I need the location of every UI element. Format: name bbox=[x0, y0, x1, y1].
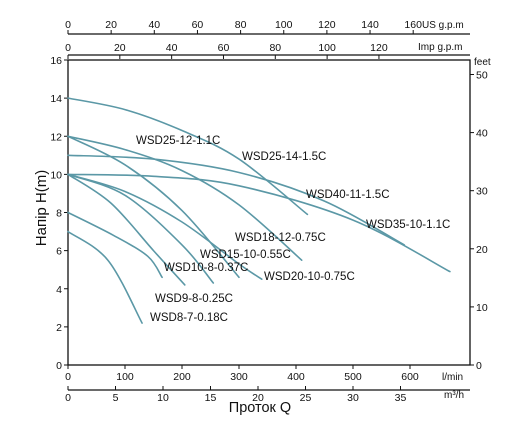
left-tick-label: 0 bbox=[56, 360, 62, 372]
curve-wsd25-12-1.1c bbox=[67, 135, 303, 261]
top-tick-label: 100 bbox=[275, 19, 293, 31]
bottom-tick-label: 500 bbox=[344, 371, 362, 383]
bottom2-tick-label: 30 bbox=[347, 392, 359, 404]
curve-labels: WSD25-12-1.1C WSD25-14-1.5C WSD40-11-1.5C W… bbox=[136, 135, 450, 324]
bottom-tick-label: 300 bbox=[230, 371, 248, 383]
bottom-tick-label: 100 bbox=[116, 371, 134, 383]
bottom-tick-label: 0 bbox=[65, 371, 71, 383]
curve-label-wsd40-11-1.5c: WSD40-11-1.5C bbox=[306, 189, 390, 201]
curve-wsd40-11-1.5c bbox=[67, 154, 406, 246]
top2-tick-label: 80 bbox=[269, 42, 281, 54]
bottom2-tick-label: 0 bbox=[65, 392, 71, 404]
curve-wsd35-10-1.1c bbox=[67, 173, 451, 273]
curve-label-wsd9-8-0.25c: WSD9-8-0.25C bbox=[155, 293, 233, 305]
top-tick-label: 0 bbox=[65, 19, 71, 31]
left-tick-label: 6 bbox=[56, 246, 62, 258]
right-tick-label: 50 bbox=[476, 69, 488, 81]
bottom2-tick-label: 20 bbox=[252, 392, 264, 404]
top-axis-unit: US g.p.m bbox=[422, 20, 464, 31]
bottom2-tick-label: 5 bbox=[113, 392, 119, 404]
top-tick-label: 20 bbox=[105, 19, 117, 31]
left-tick-label: 4 bbox=[56, 284, 62, 296]
top-tick-label: 40 bbox=[148, 19, 160, 31]
top2-tick-label: 100 bbox=[318, 42, 336, 54]
curve-label-wsd25-12-1.1c: WSD25-12-1.1C bbox=[136, 135, 220, 147]
top2-tick-label: 120 bbox=[370, 42, 388, 54]
bottom2-tick-label: 10 bbox=[157, 392, 169, 404]
top2-tick-label: 60 bbox=[218, 42, 230, 54]
left-tick-label: 10 bbox=[50, 169, 62, 181]
right-tick-label: 20 bbox=[476, 244, 488, 256]
left-tick-label: 2 bbox=[56, 322, 62, 334]
top2-tick-label: 40 bbox=[166, 42, 178, 54]
curve-label-wsd18-12-0.75c: WSD18-12-0.75C bbox=[235, 232, 326, 244]
curve-label-wsd10-8-0.37c: WSD10-8-0.37C bbox=[164, 262, 248, 274]
left-tick-label: 16 bbox=[50, 55, 62, 67]
top-tick-label: 140 bbox=[361, 19, 379, 31]
left-axis: 0 2 4 6 8 10 12 14 16 bbox=[50, 55, 68, 372]
curve-label-wsd35-10-1.1c: WSD35-10-1.1C bbox=[366, 219, 450, 231]
top2-axis-unit: Imp g.p.m bbox=[418, 42, 462, 53]
bottom-tick-label: 600 bbox=[401, 371, 419, 383]
bottom-axis: 0 100 200 300 400 500 600 0 5 10 15 20 25 30 35 l/min… bbox=[65, 365, 470, 404]
top-tick-label: 60 bbox=[192, 19, 204, 31]
top2-tick-label: 0 bbox=[65, 42, 71, 54]
right-tick-label: 30 bbox=[476, 186, 488, 198]
plot-frame bbox=[67, 59, 471, 366]
top2-tick-label: 20 bbox=[114, 42, 126, 54]
right-tick-label: 0 bbox=[476, 360, 482, 372]
right-tick-label: 10 bbox=[476, 302, 488, 314]
curve-wsd10-8-0.37c bbox=[67, 173, 186, 286]
bottom-tick-label: 200 bbox=[173, 371, 191, 383]
right-tick-label: 40 bbox=[476, 128, 488, 140]
x-axis-label: Проток Q bbox=[229, 400, 291, 416]
curve-label-wsd25-14-1.5c: WSD25-14-1.5C bbox=[242, 151, 326, 163]
bottom-tick-label: 400 bbox=[287, 371, 305, 383]
left-tick-label: 14 bbox=[50, 93, 62, 105]
curve-wsd15-10-0.55c bbox=[67, 173, 215, 284]
right-axis: 0 10 20 30 40 50 bbox=[470, 69, 488, 372]
top-tick-label: 160 bbox=[404, 19, 422, 31]
curve-label-wsd20-10-0.75c: WSD20-10-0.75C bbox=[264, 271, 355, 283]
curve-label-wsd15-10-0.55c: WSD15-10-0.55C bbox=[200, 249, 291, 261]
curve-wsd18-12-0.75c bbox=[67, 135, 240, 279]
left-tick-label: 12 bbox=[50, 131, 62, 143]
left-tick-label: 8 bbox=[56, 208, 62, 220]
curve-wsd20-10-0.75c bbox=[67, 173, 263, 280]
top-tick-label: 80 bbox=[235, 19, 247, 31]
top-axis: 0 20 40 60 80 100 120 140 160 0 20 40 60 80 100 120 US… bbox=[65, 19, 470, 59]
curves bbox=[67, 97, 451, 324]
y-axis-label: Напір H(m) bbox=[33, 170, 50, 246]
bottom2-tick-label: 15 bbox=[205, 392, 217, 404]
bottom2-tick-label: 35 bbox=[395, 392, 407, 404]
curve-wsd9-8-0.25c bbox=[67, 211, 163, 279]
right-axis-unit: feet bbox=[474, 57, 491, 68]
bottom-axis-unit: l/min bbox=[442, 372, 463, 383]
curve-wsd8-7-0.18c bbox=[67, 230, 143, 324]
top-tick-label: 120 bbox=[318, 19, 336, 31]
bottom2-tick-label: 25 bbox=[300, 392, 312, 404]
curve-label-wsd8-7-0.18c: WSD8-7-0.18C bbox=[150, 312, 228, 324]
bottom2-axis-unit: m³/h bbox=[444, 390, 464, 401]
